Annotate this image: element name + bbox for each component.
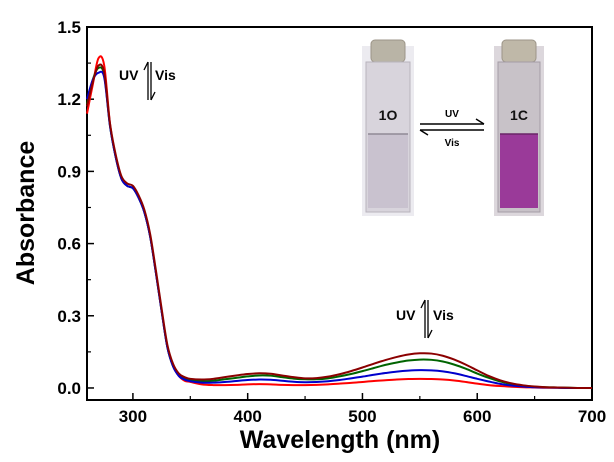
series-line-4 xyxy=(86,63,593,389)
y-tick-label: 0.9 xyxy=(57,162,81,181)
y-axis-title: Absorbance xyxy=(12,141,40,286)
vial-1c: 1C xyxy=(494,39,544,216)
vial-1o-label: 1O xyxy=(379,107,398,123)
y-tick-label: 1.2 xyxy=(57,90,81,109)
y-tick-label: 0.3 xyxy=(57,307,81,326)
inset-vial-photo: 1O UV Vis 1C xyxy=(362,39,544,216)
ticks-layer: 300 400 500 600 700 0.0 0.3 0.6 0.9 1.2 1.5 xyxy=(57,18,606,426)
inset-vis-label: Vis xyxy=(445,138,460,149)
vis-label-top: Vis xyxy=(155,67,176,83)
equilibrium-arrows-icon: UV Vis xyxy=(419,109,485,149)
y-tick-label: 0.0 xyxy=(57,379,81,398)
vial-1o: 1O xyxy=(362,39,414,216)
x-tick-label: 300 xyxy=(119,407,147,426)
series-line-3 xyxy=(86,70,592,389)
series-layer xyxy=(86,55,593,389)
uv-vis-annotation-bottom: UV Vis xyxy=(396,299,454,339)
inset-uv-label: UV xyxy=(445,109,459,120)
vis-label-bottom: Vis xyxy=(433,307,454,323)
x-tick-label: 500 xyxy=(348,407,376,426)
up-down-arrow-icon xyxy=(143,61,156,101)
plot-frame xyxy=(86,26,593,401)
x-tick-label: 700 xyxy=(578,407,606,426)
up-down-arrow-icon xyxy=(420,299,433,339)
uv-vis-annotation-top: UV Vis xyxy=(119,61,176,101)
uv-label-top: UV xyxy=(119,67,139,83)
y-tick-label: 1.5 xyxy=(57,18,81,37)
x-tick-label: 600 xyxy=(463,407,491,426)
uv-label-bottom: UV xyxy=(396,307,416,323)
x-axis-title: Wavelength (nm) xyxy=(240,426,440,454)
vial-1o-solution xyxy=(368,134,408,208)
vial-1c-solution xyxy=(500,134,538,208)
y-tick-label: 0.6 xyxy=(57,235,81,254)
x-tick-label: 400 xyxy=(233,407,261,426)
vial-1c-label: 1C xyxy=(510,107,528,123)
